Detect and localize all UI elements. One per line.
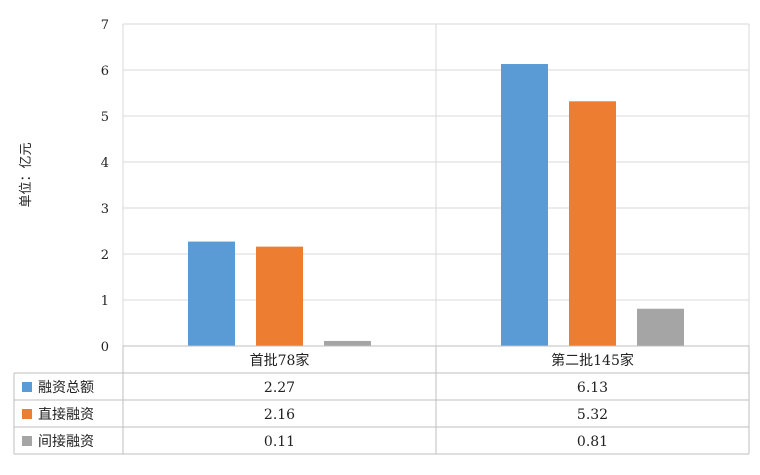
bar	[324, 340, 371, 346]
data-label: 0.81	[577, 434, 608, 450]
bar	[188, 241, 235, 346]
category-label: 第二批145家	[551, 352, 634, 369]
bar	[501, 64, 548, 347]
bars-layer	[188, 64, 684, 347]
data-label: 0.11	[264, 434, 295, 450]
y-tick-label: 1	[101, 294, 109, 309]
data-label: 2.16	[264, 407, 295, 423]
legend-swatch	[22, 382, 32, 392]
legend-swatch	[22, 436, 32, 446]
y-tick-label: 2	[101, 248, 109, 263]
grid-layer: 0 1 2 3 4 5 6 7	[101, 18, 750, 355]
data-label: 6.13	[577, 380, 608, 396]
legend-label: 融资总额	[38, 380, 94, 396]
y-tick-label: 5	[101, 110, 109, 125]
y-tick-label: 0	[101, 340, 109, 355]
category-label: 首批78家	[250, 352, 310, 369]
legend-swatch	[22, 409, 32, 419]
data-label: 2.27	[264, 380, 295, 396]
y-tick-label: 7	[101, 18, 109, 33]
legend-label: 间接融资	[38, 433, 94, 450]
data-label: 5.32	[577, 407, 608, 423]
bar	[569, 101, 616, 346]
bar	[637, 308, 684, 346]
y-axis-label: 单位：亿元	[19, 142, 34, 207]
legend-label: 直接融资	[38, 406, 94, 423]
y-tick-label: 4	[101, 156, 109, 171]
bar	[256, 246, 303, 346]
y-tick-label: 3	[101, 202, 109, 217]
y-tick-label: 6	[101, 64, 109, 79]
